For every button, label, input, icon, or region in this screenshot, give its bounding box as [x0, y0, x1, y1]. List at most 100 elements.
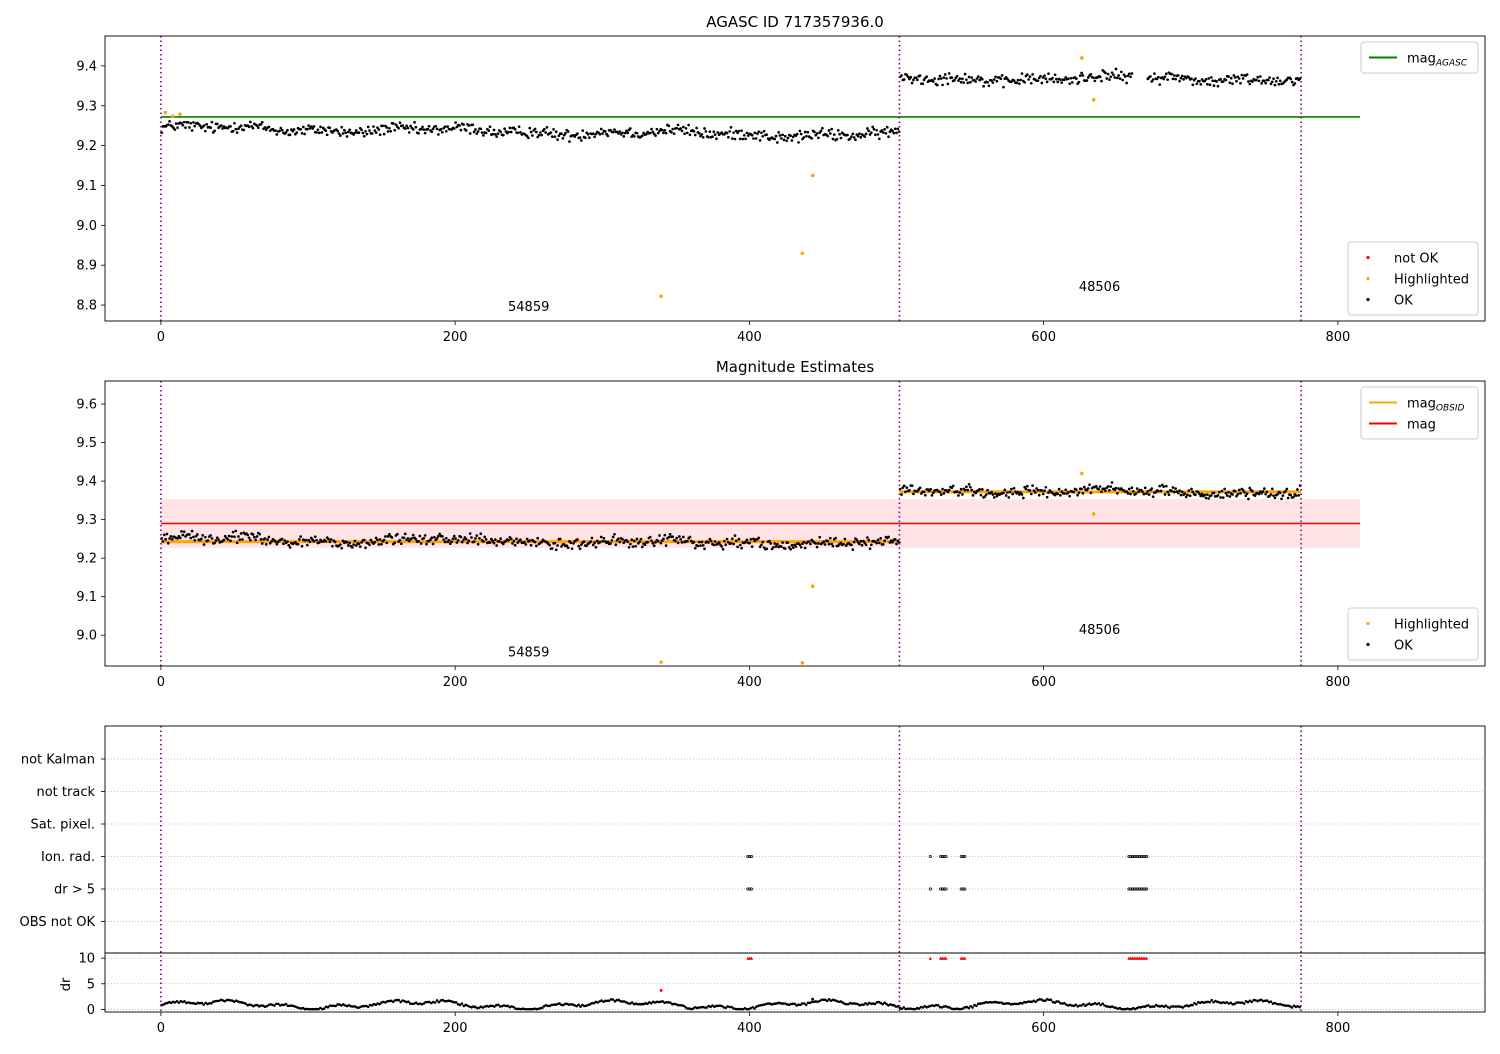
ok-point [822, 540, 826, 544]
dr-point [678, 1003, 682, 1007]
ok-point [320, 131, 324, 134]
highlighted-point [800, 661, 805, 665]
flag-point [1127, 887, 1131, 891]
dr-point [215, 999, 219, 1003]
ok-point [1008, 490, 1012, 494]
ok-point [560, 132, 563, 135]
ok-point [1257, 79, 1261, 83]
ok-point [892, 131, 896, 135]
dr-point [303, 1007, 307, 1011]
ok-point [831, 137, 835, 141]
ok-point [599, 127, 603, 131]
ok-point [1243, 490, 1246, 494]
ok-point [540, 133, 544, 137]
ok-point [1227, 75, 1230, 78]
ok-point [753, 131, 757, 135]
y-tick-label: 9.4 [76, 59, 97, 74]
dr-point [447, 999, 450, 1003]
ok-point [1028, 75, 1032, 78]
dr-tick-label: 5 [87, 977, 95, 992]
dr-point [883, 1001, 886, 1004]
ok-point [288, 546, 292, 549]
ok-point [324, 539, 328, 543]
legend-label-text: mag [1407, 397, 1436, 412]
ok-point [311, 127, 314, 130]
dr-point [563, 1002, 567, 1006]
ok-point [536, 536, 540, 540]
ok-point [675, 536, 679, 540]
ok-point [1098, 485, 1102, 488]
ok-point [1023, 80, 1027, 84]
dr-point [720, 1004, 724, 1008]
ok-point [217, 538, 220, 542]
dr-point [374, 1003, 378, 1006]
ok-point [1063, 492, 1066, 495]
ok-point [1041, 492, 1045, 496]
ok-point [1021, 496, 1025, 500]
ok-point [464, 537, 468, 541]
ok-point [260, 120, 264, 124]
dr-point [546, 1004, 550, 1008]
ok-point [519, 538, 522, 542]
ok-point [979, 493, 983, 497]
dr-point [1242, 1002, 1246, 1005]
dr-point [416, 1002, 420, 1006]
ok-point [883, 127, 886, 131]
dr-point [313, 1007, 316, 1011]
ok-point [728, 130, 732, 133]
ok-point [1127, 487, 1131, 491]
ok-point [1080, 487, 1083, 491]
ok-point [929, 487, 932, 491]
ok-point [658, 534, 661, 537]
ok-point [507, 130, 510, 134]
ok-point [186, 120, 190, 124]
ok-point [1098, 75, 1102, 79]
ok-point [390, 536, 394, 539]
ok-point [1258, 75, 1262, 78]
dr-point [684, 1006, 687, 1009]
ok-point [373, 540, 377, 544]
x-tick-label: 200 [443, 1021, 468, 1036]
ok-point [1231, 493, 1234, 496]
ok-point [1206, 82, 1209, 86]
flag-point [1141, 854, 1145, 859]
ok-point [1130, 72, 1134, 75]
ok-point [448, 542, 452, 546]
ok-point [983, 495, 987, 498]
ok-point [1126, 491, 1130, 495]
dr-point [307, 1007, 311, 1011]
ok-point [385, 126, 389, 129]
ok-point [384, 535, 387, 538]
ok-point [398, 538, 402, 542]
dr-point [1189, 1003, 1192, 1007]
ok-point [969, 485, 972, 489]
ok-point [760, 131, 763, 135]
ok-point [484, 131, 488, 135]
ok-point [267, 535, 271, 539]
ok-point [292, 128, 296, 131]
dr-point [443, 999, 447, 1003]
ok-point [662, 131, 665, 135]
dr-point [1028, 1000, 1032, 1003]
dr-point [540, 1006, 544, 1010]
ok-point [286, 128, 289, 132]
ok-point [594, 132, 598, 136]
ok-point [1064, 488, 1068, 492]
ok-point [234, 529, 238, 533]
dr-tick-label: 10 [78, 952, 95, 967]
ok-point [238, 538, 242, 542]
ok-point [341, 132, 345, 135]
ok-point [593, 135, 596, 139]
ok-point [629, 542, 632, 546]
x-tick-label: 0 [157, 1021, 165, 1036]
dr-point [1105, 1005, 1108, 1008]
ok-point [173, 128, 177, 132]
ok-point [807, 540, 811, 543]
ok-point [1157, 489, 1160, 493]
ok-point [1047, 491, 1050, 495]
ok-point [1002, 491, 1005, 495]
ok-point [403, 127, 407, 130]
ok-point [659, 541, 663, 545]
ok-point [1109, 485, 1113, 488]
ok-point [831, 544, 835, 548]
